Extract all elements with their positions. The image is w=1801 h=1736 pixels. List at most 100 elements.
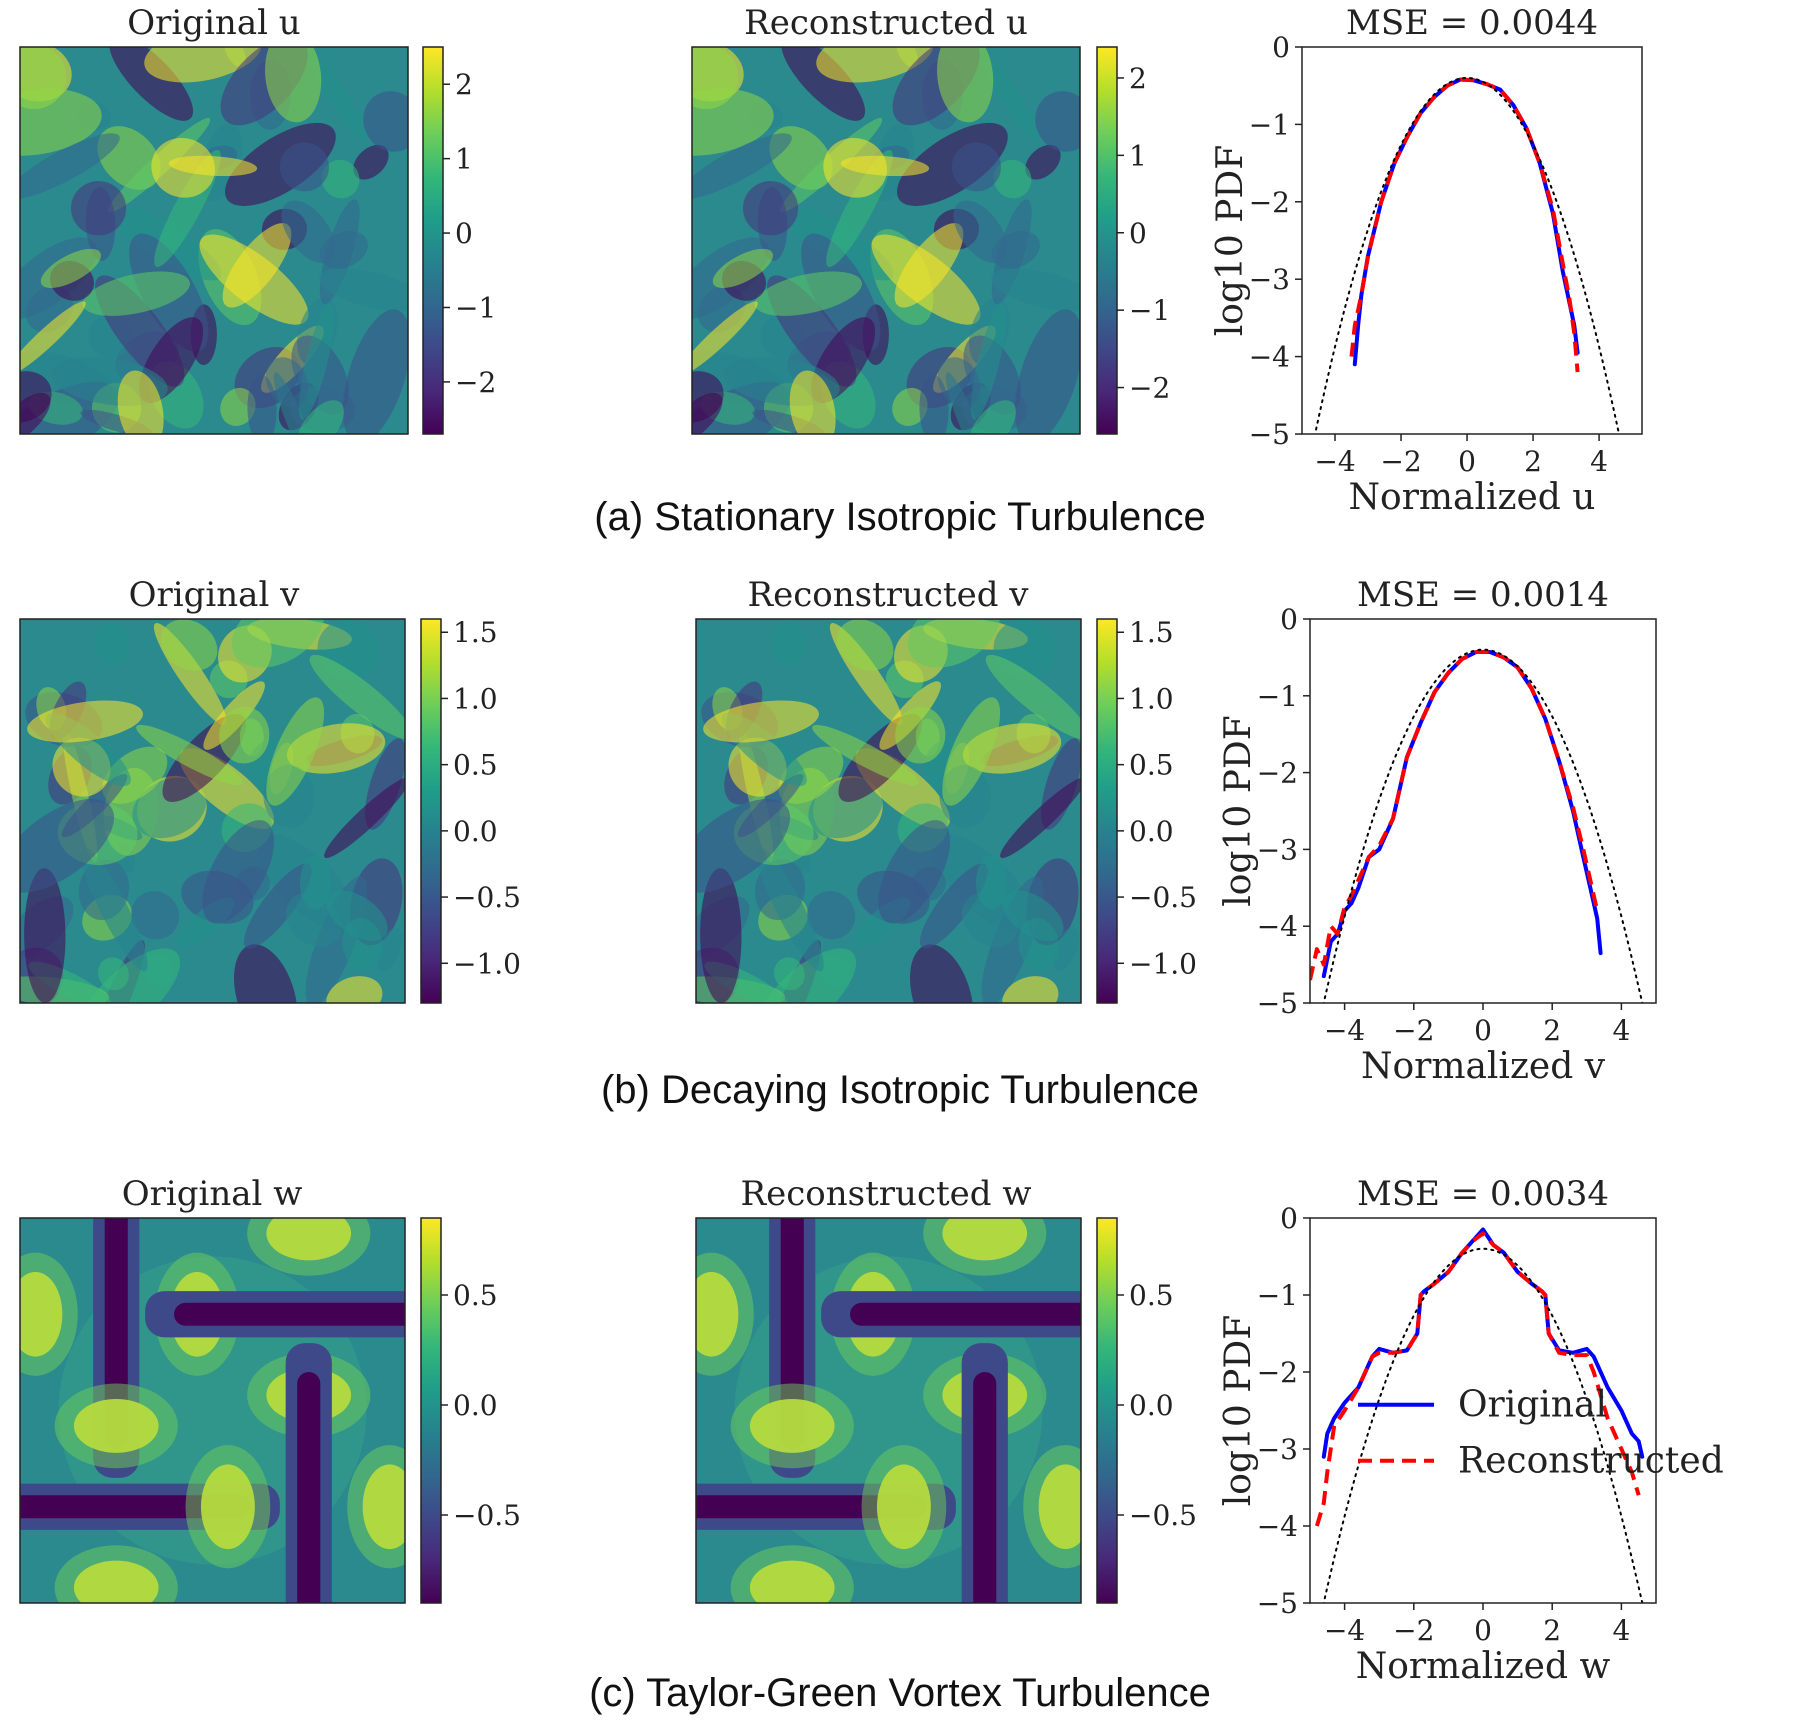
row-b-reconstructed-title: Reconstructed v — [748, 575, 1030, 615]
colorbar-tick-label: 0.0 — [453, 1389, 498, 1422]
colorbar-tick-label: 1 — [1129, 139, 1147, 172]
row-a-original-colorbar: 2 1 0 −1 −2 — [422, 46, 496, 435]
y-axis-label: log10 PDF — [1218, 715, 1259, 907]
legend-original-label: Original — [1458, 1385, 1607, 1426]
series-reconstructed-line — [1314, 1231, 1641, 1527]
row-c-original-title: Original w — [122, 1174, 303, 1214]
x-tick-label: −4 — [1324, 1614, 1365, 1647]
y-tick-label: −1 — [1249, 108, 1290, 141]
series-original-line — [1321, 650, 1603, 979]
row-a-reconstructed-heatmap — [692, 47, 1080, 434]
colorbar-tick-label: −1.0 — [1129, 947, 1197, 980]
colorbar-tick-label: 0.0 — [1129, 815, 1174, 848]
x-tick-label: 0 — [1474, 1614, 1492, 1647]
row-c-reconstructed-heatmap — [696, 1218, 1081, 1603]
x-tick-label: 2 — [1524, 445, 1542, 478]
series-original-line — [1352, 77, 1580, 367]
colorbar-tick-label: −0.5 — [1129, 1499, 1197, 1532]
row-b-reconstructed-heatmap — [696, 619, 1081, 1003]
y-tick-label: −4 — [1249, 341, 1290, 374]
series-reconstructed-line — [1310, 650, 1600, 981]
row-a-original-heatmap — [20, 47, 408, 434]
row-b-caption: (b) Decaying Isotropic Turbulence — [601, 1068, 1199, 1112]
colorbar-tick-label: 0.5 — [453, 749, 498, 782]
colorbar-tick-label: 0 — [1129, 217, 1147, 250]
x-tick-label: 2 — [1543, 1614, 1561, 1647]
colorbar-tick-label: 0.5 — [453, 1279, 498, 1312]
legend-reconstructed-label: Reconstructed — [1458, 1441, 1724, 1482]
y-tick-label: 0 — [1280, 603, 1298, 636]
row-b-reconstructed-colorbar: 1.5 1.0 0.5 0.0 −0.5 −1.0 — [1096, 616, 1197, 1004]
colorbar-tick-label: −0.5 — [453, 881, 521, 914]
colorbar-tick-label: 0.0 — [1129, 1389, 1174, 1422]
colorbar-tick-label: −0.5 — [1129, 881, 1197, 914]
colorbar-tick-label: 0.5 — [1129, 1279, 1174, 1312]
colorbar-tick-label: 1.0 — [1129, 682, 1174, 715]
x-tick-label: 4 — [1612, 1614, 1630, 1647]
x-axis-label: Normalized w — [1356, 1646, 1611, 1687]
row-a-caption: (a) Stationary Isotropic Turbulence — [594, 495, 1205, 539]
series-gaussian-line — [1314, 76, 1621, 434]
row-c: Original w 0.5 0.0 −0.5 Reconstructed w 0.… — [19, 1174, 1724, 1715]
x-tick-label: 4 — [1612, 1014, 1630, 1047]
row-b: Original v 1.5 1.0 0.5 0.0 −0.5 −1.0 Reconstr… — [19, 575, 1657, 1112]
y-tick-label: −5 — [1249, 418, 1290, 451]
pdf-title: MSE = 0.0044 — [1346, 3, 1598, 43]
y-tick-label: −2 — [1257, 757, 1298, 790]
x-tick-label: −4 — [1314, 445, 1355, 478]
colorbar-tick-label: −2 — [1129, 372, 1170, 405]
x-axis-label: Normalized u — [1349, 477, 1596, 518]
row-a-original-title: Original u — [127, 3, 300, 43]
y-tick-label: −5 — [1257, 987, 1298, 1020]
y-tick-label: −2 — [1249, 186, 1290, 219]
colorbar-tick-label: −0.5 — [453, 1499, 521, 1532]
colorbar-tick-label: 1.5 — [1129, 616, 1174, 649]
y-tick-label: −4 — [1257, 910, 1298, 943]
row-c-pdf-chart: MSE = 0.0034 −4 −2 0 2 4 0 −1 −2 −3 −4 −5 Normalized… — [1218, 1174, 1724, 1687]
row-a-reconstructed-title: Reconstructed u — [744, 3, 1028, 43]
x-tick-label: 2 — [1543, 1014, 1561, 1047]
colorbar-tick-label: 2 — [1129, 62, 1147, 95]
y-tick-label: −3 — [1257, 1433, 1298, 1466]
x-tick-label: 4 — [1590, 445, 1608, 478]
y-tick-label: 0 — [1272, 31, 1290, 64]
row-a: Original u 2 1 0 −1 −2 Reconstructed u 2 1 0 −1… — [19, 3, 1643, 539]
x-tick-label: −4 — [1324, 1014, 1365, 1047]
row-c-reconstructed-title: Reconstructed w — [741, 1174, 1032, 1214]
series-gaussian-line — [1322, 1247, 1644, 1603]
y-tick-label: −2 — [1257, 1356, 1298, 1389]
series-reconstructed-line — [1349, 77, 1580, 373]
y-tick-label: −3 — [1249, 263, 1290, 296]
pdf-title: MSE = 0.0034 — [1357, 1174, 1609, 1214]
x-axis-label: Normalized v — [1361, 1046, 1606, 1087]
x-tick-label: −2 — [1393, 1014, 1434, 1047]
row-b-original-title: Original v — [129, 575, 300, 615]
pdf-title: MSE = 0.0014 — [1357, 575, 1609, 615]
y-tick-label: −1 — [1257, 1279, 1298, 1312]
colorbar-tick-label: 1.5 — [453, 616, 498, 649]
row-c-reconstructed-colorbar: 0.5 0.0 −0.5 — [1096, 1217, 1197, 1604]
row-b-original-heatmap — [20, 619, 405, 1003]
colorbar-tick-label: 2 — [455, 68, 473, 101]
y-tick-label: −4 — [1257, 1510, 1298, 1543]
y-tick-label: −1 — [1257, 680, 1298, 713]
x-tick-label: 0 — [1474, 1014, 1492, 1047]
row-c-original-colorbar: 0.5 0.0 −0.5 — [420, 1217, 521, 1604]
x-tick-label: 0 — [1458, 445, 1476, 478]
colorbar-tick-label: 0.0 — [453, 815, 498, 848]
y-axis-label: log10 PDF — [1218, 1315, 1259, 1507]
series-gaussian-line — [1322, 648, 1644, 1003]
x-tick-label: −2 — [1380, 445, 1421, 478]
row-a-pdf-chart: MSE = 0.0044 −4 −2 0 2 4 0 −1 −2 −3 −4 −5 Normalized… — [1210, 3, 1643, 518]
colorbar-tick-label: −2 — [455, 366, 496, 399]
x-tick-label: −2 — [1393, 1614, 1434, 1647]
colorbar-tick-label: −1.0 — [453, 947, 521, 980]
y-tick-label: −3 — [1257, 833, 1298, 866]
y-tick-label: −5 — [1257, 1587, 1298, 1620]
row-c-original-heatmap — [20, 1218, 405, 1603]
y-axis-label: log10 PDF — [1210, 145, 1251, 337]
colorbar-tick-label: 0 — [455, 217, 473, 250]
row-a-reconstructed-colorbar: 2 1 0 −1 −2 — [1096, 46, 1170, 435]
colorbar-tick-label: 0.5 — [1129, 749, 1174, 782]
